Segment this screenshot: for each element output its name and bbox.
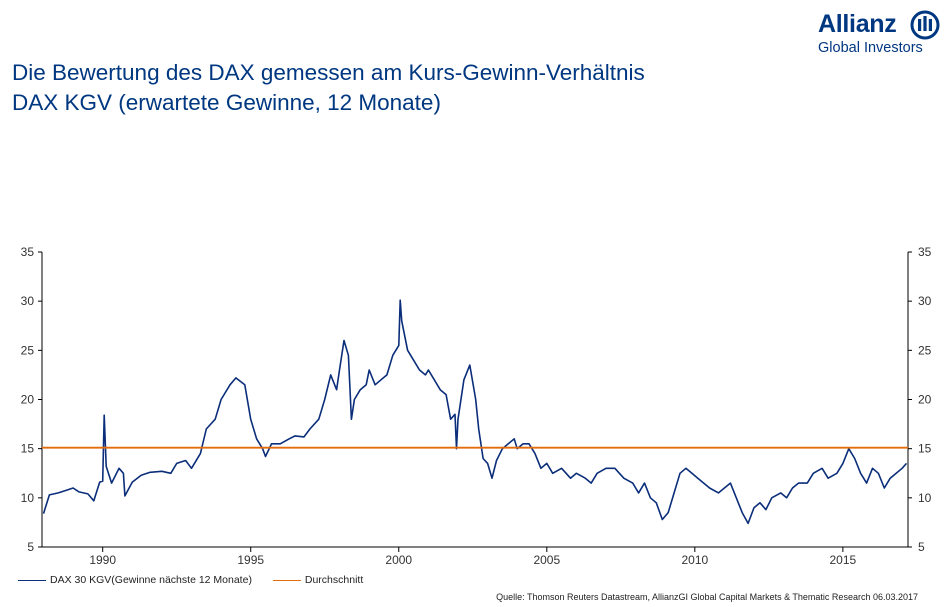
page-title: Die Bewertung des DAX gemessen am Kurs-G…	[12, 58, 645, 118]
y-tick-label-right: 25	[918, 343, 932, 357]
y-tick-label-right: 35	[918, 245, 932, 259]
y-tick-label-left: 20	[21, 393, 35, 407]
y-tick-label-left: 10	[21, 491, 35, 505]
y-tick-label-right: 20	[918, 393, 932, 407]
x-tick-label: 2005	[533, 553, 560, 567]
x-tick-label: 2010	[681, 553, 708, 567]
legend-swatch-series	[18, 579, 46, 581]
source-note: Quelle: Thomson Reuters Datastream, Alli…	[496, 592, 918, 602]
x-tick-label: 1990	[89, 553, 116, 567]
x-tick-label: 2015	[830, 553, 857, 567]
x-tick-label: 1995	[237, 553, 264, 567]
legend-swatch-average	[272, 579, 301, 581]
y-tick-label-left: 25	[21, 343, 35, 357]
y-tick-label-right: 15	[918, 442, 932, 456]
title-line-2: DAX KGV (erwartete Gewinne, 12 Monate)	[12, 90, 441, 115]
y-tick-label-right: 30	[918, 294, 932, 308]
y-tick-label-left: 30	[21, 294, 35, 308]
title-line-1: Die Bewertung des DAX gemessen am Kurs-G…	[12, 60, 645, 85]
allianz-eagle-icon	[910, 10, 940, 40]
x-tick-label: 2000	[385, 553, 412, 567]
y-tick-label-right: 10	[918, 491, 932, 505]
allianz-logo: Allianz Global Investors	[812, 10, 940, 60]
y-tick-label-left: 35	[21, 245, 35, 259]
y-tick-label-right: 5	[918, 540, 925, 554]
logo-brand: Allianz	[818, 10, 897, 38]
legend: DAX 30 KGV(Gewinne nächste 12 Monate) Du…	[18, 574, 363, 586]
legend-label-average: Durchschnitt	[304, 574, 364, 586]
chart-axes: 5 5 10 10 15 15 20 20 25 25 30 30 35 35 1990 1995 2000 20…	[21, 245, 932, 567]
chart-series	[42, 299, 908, 525]
logo-subtitle: Global Investors	[818, 40, 923, 56]
legend-label-series: DAX 30 KGV(Gewinne nächste 12 Monate)	[50, 574, 252, 586]
y-tick-label-left: 5	[27, 540, 34, 554]
y-tick-label-left: 15	[21, 442, 35, 456]
series-line-dax-pe	[42, 299, 908, 525]
